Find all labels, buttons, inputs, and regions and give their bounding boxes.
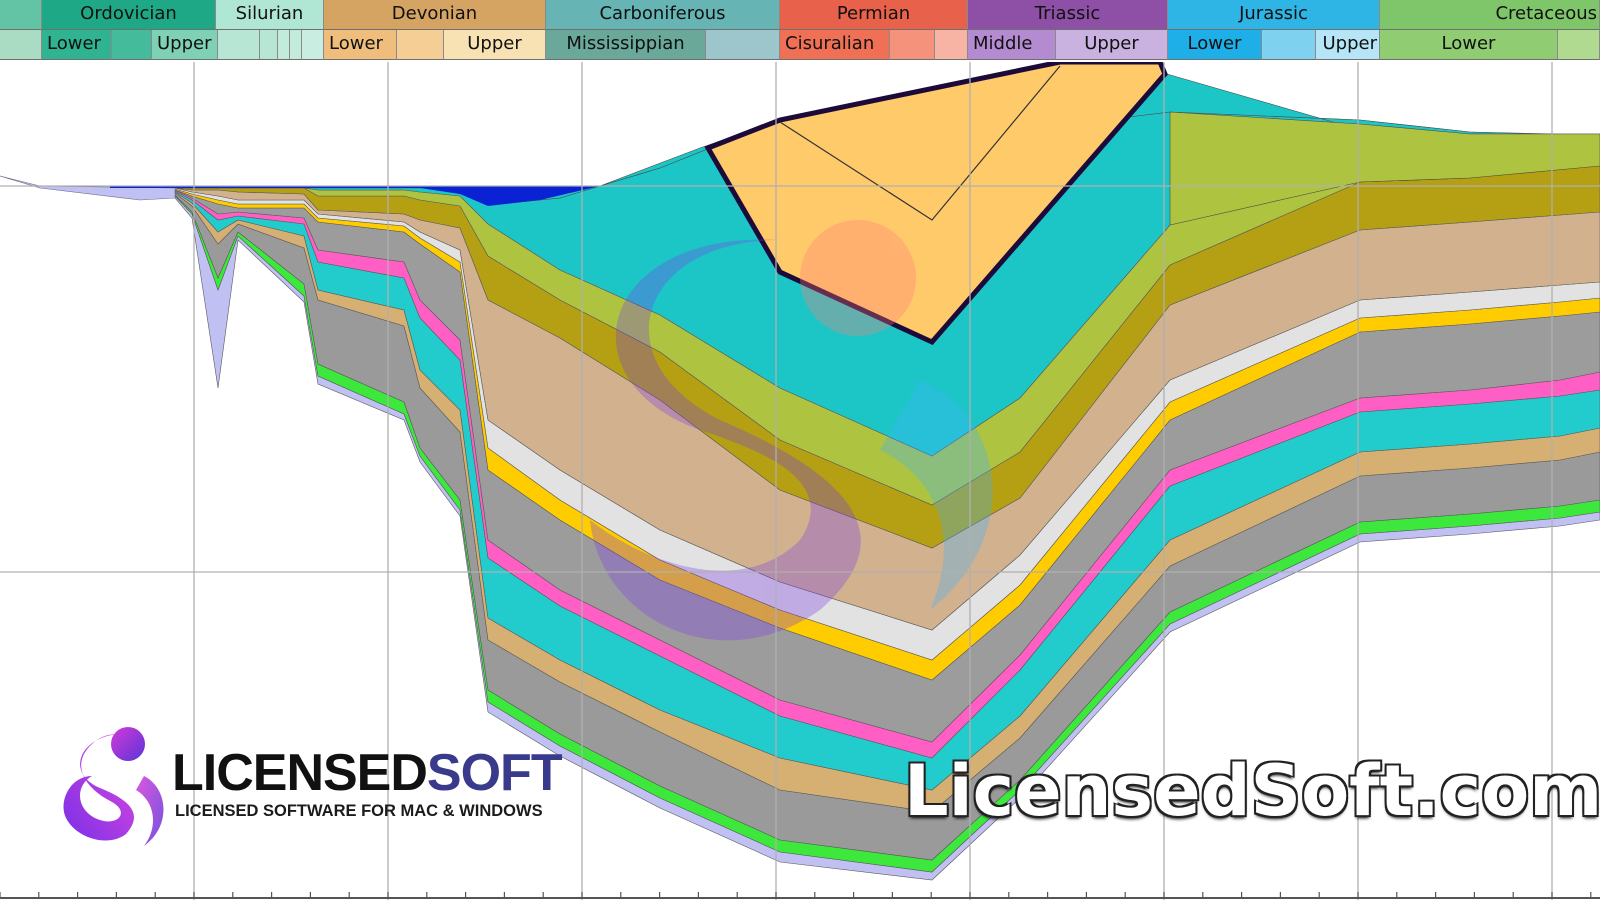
stratigraphic-layers <box>0 62 1600 881</box>
epoch-cell: Lower <box>1380 30 1558 60</box>
epoch-cell <box>260 30 278 60</box>
epoch-cell <box>1558 30 1600 60</box>
epoch-cell <box>112 30 152 60</box>
period-cell: Cretaceous <box>1380 0 1600 30</box>
epoch-cell <box>302 30 324 60</box>
bottom-tick-marks <box>0 892 1600 899</box>
period-cell: Carboniferous <box>546 0 780 30</box>
epoch-cell <box>890 30 935 60</box>
epoch-cell <box>218 30 260 60</box>
epoch-cell: Mississippian <box>546 30 706 60</box>
period-cell: Jurassic <box>1168 0 1380 30</box>
layer-yellow-green-top <box>1169 111 1600 226</box>
center-swirl-watermark-icon <box>590 220 993 641</box>
logo-wordmark: LICENSEDSOFT <box>172 744 563 802</box>
period-cell <box>0 0 42 30</box>
period-cell: Silurian <box>216 0 324 30</box>
epoch-cell <box>278 30 290 60</box>
epoch-cell <box>706 30 780 60</box>
cap-inner-line <box>779 65 1061 221</box>
epoch-cell <box>1262 30 1316 60</box>
burial-history-section <box>0 62 1600 900</box>
period-cell: Ordovician <box>42 0 216 30</box>
geologic-timescale: Ordovician Silurian Devonian Carboniferous P… <box>0 0 1600 62</box>
epoch-cell: Middle <box>968 30 1056 60</box>
layer-water <box>110 186 600 206</box>
s-swirl-icon <box>63 727 164 846</box>
epoch-cell: Upper <box>444 30 546 60</box>
epoch-cell: Lower <box>324 30 397 60</box>
period-row: Ordovician Silurian Devonian Carboniferous P… <box>0 0 1600 30</box>
epoch-cell: Lower <box>42 30 112 60</box>
epoch-cell <box>935 30 968 60</box>
logo-tagline: LICENSED SOFTWARE FOR MAC & WINDOWS <box>175 802 543 820</box>
epoch-cell <box>0 30 42 60</box>
period-cell: Permian <box>780 0 968 30</box>
grid-lines <box>0 62 1600 900</box>
epoch-cell: Upper <box>152 30 218 60</box>
period-cell: Triassic <box>968 0 1168 30</box>
watermark-text: LicensedSoft.com <box>904 750 1600 832</box>
licensedsoft-logo <box>48 716 478 856</box>
epoch-cell: Lower <box>1168 30 1262 60</box>
logo-wordmark-part2: SOFT <box>426 744 563 802</box>
epoch-cell: Upper <box>1316 30 1380 60</box>
epoch-cell <box>290 30 302 60</box>
epoch-cell: Upper <box>1056 30 1168 60</box>
logo-wordmark-part1: LICENSED <box>172 744 428 802</box>
epoch-cell: Cisuralian <box>780 30 890 60</box>
epoch-cell <box>397 30 444 60</box>
epoch-row: Lower Upper Lower Upper Mississippian Cisural… <box>0 30 1600 60</box>
period-cell: Devonian <box>324 0 546 30</box>
layer-cap-orange <box>704 62 1168 346</box>
